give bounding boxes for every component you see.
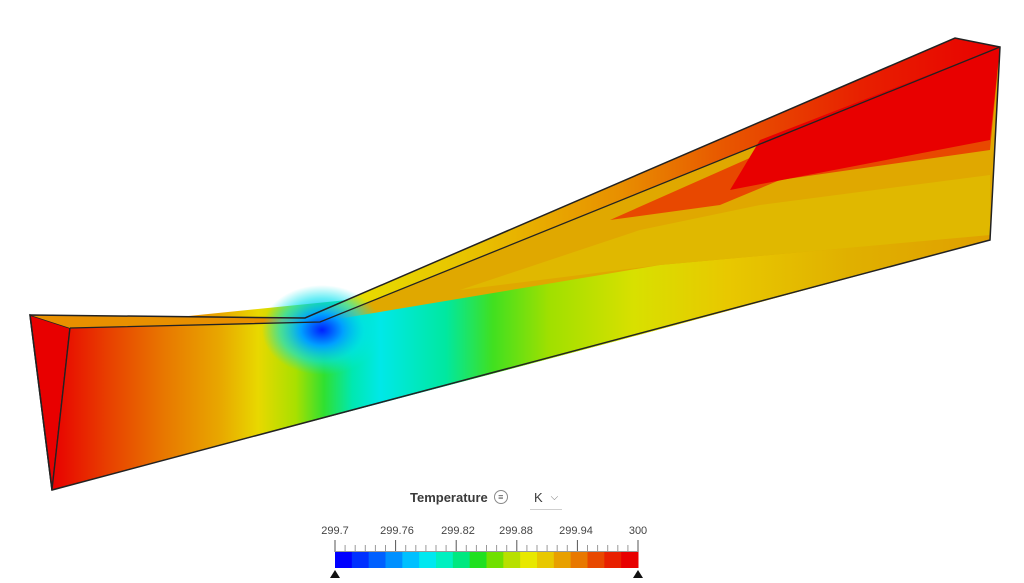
colorbar-segment [503, 552, 521, 568]
colorbar-segment [368, 552, 386, 568]
colorbar-segment [587, 552, 605, 568]
colorbar-segment [520, 552, 538, 568]
colorbar-segment [335, 552, 353, 568]
min-range-handle-icon[interactable] [330, 570, 340, 578]
colorbar-segment [452, 552, 471, 568]
temperature-contour-model[interactable] [0, 0, 1024, 500]
right-side-hot-core [730, 47, 1000, 190]
top-face-right [305, 38, 1000, 322]
tick-label: 299.76 [380, 525, 414, 537]
color-legend: Temperature ≡ K ⌵ 299.7 299.76 299.82 29… [300, 480, 660, 583]
legend-header: Temperature ≡ [410, 485, 508, 509]
unit-value: K [534, 489, 543, 505]
tick-label: 299.88 [499, 525, 533, 537]
colorbar-segment [604, 552, 622, 568]
legend-title: Temperature [410, 489, 488, 505]
top-face-left [30, 315, 320, 328]
colorbar-segment [537, 552, 555, 568]
right-side-mid-band [460, 175, 990, 290]
max-range-handle-icon[interactable] [633, 570, 643, 578]
colorbar-segment [436, 552, 454, 568]
colorbar-segment [486, 552, 504, 568]
tick-label: 299.94 [559, 525, 593, 537]
model-inner-edge [69, 46, 1001, 329]
lower-body-face [52, 235, 990, 490]
tick-label: 299.7 [321, 525, 349, 537]
colorbar-segment [351, 552, 370, 568]
colorbar-segment [385, 552, 403, 568]
chevron-down-icon: ⌵ [550, 491, 559, 503]
colorbar-segment [469, 552, 487, 568]
tick-label: 299.82 [441, 525, 475, 537]
colorbar-segment [419, 552, 437, 568]
list-icon[interactable]: ≡ [493, 490, 508, 504]
cold-spot [262, 285, 382, 375]
tick-label: 300 [628, 525, 648, 537]
colorbar-segment [402, 552, 420, 568]
unit-dropdown[interactable]: K ⌵ [530, 485, 563, 510]
colorbar-segment [553, 552, 572, 568]
colorbar-segment [621, 552, 639, 568]
colorbar [330, 540, 643, 578]
legend-tick-labels: 299.7 299.76 299.82 299.88 299.94 300 [300, 525, 660, 543]
model-left-edge [51, 327, 71, 491]
colorbar-segment [570, 552, 588, 568]
